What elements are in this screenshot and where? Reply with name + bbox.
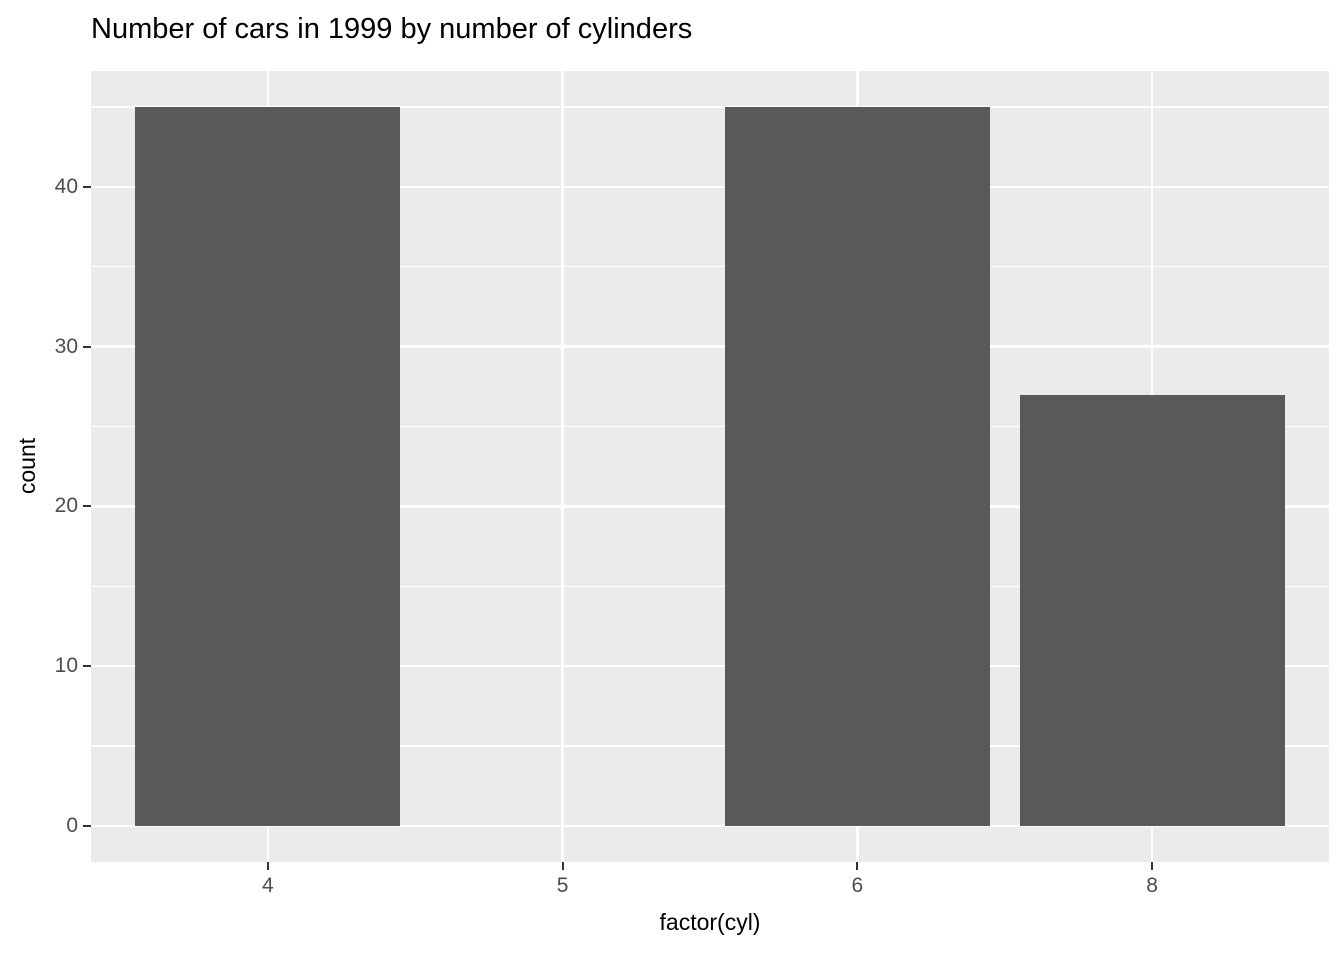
gridline-minor-horizontal <box>91 425 1329 428</box>
gridline-major-horizontal <box>91 345 1329 348</box>
bar-cyl-4 <box>135 106 401 827</box>
y-tick-label: 20 <box>54 494 78 518</box>
x-tick-mark <box>1151 862 1154 870</box>
gridline-minor-horizontal <box>91 266 1329 268</box>
plot-panel <box>91 71 1329 862</box>
gridline-major-vertical <box>561 71 564 862</box>
x-axis-title: factor(cyl) <box>659 909 761 935</box>
y-axis-title: count <box>14 437 40 495</box>
bar-cyl-6 <box>724 106 991 827</box>
gridline-major-horizontal <box>91 505 1329 508</box>
x-tick-mark <box>561 862 564 870</box>
y-tick-mark <box>83 505 91 508</box>
y-tick-mark <box>83 185 91 188</box>
y-tick-mark <box>83 825 91 828</box>
gridline-major-horizontal <box>91 664 1329 668</box>
x-tick-mark <box>266 862 269 870</box>
gridline-minor-horizontal <box>91 585 1329 587</box>
y-tick-label: 0 <box>66 814 78 838</box>
x-tick-label: 6 <box>851 874 864 897</box>
y-tick-label: 10 <box>54 654 78 678</box>
y-tick-label: 30 <box>54 334 78 358</box>
gridline-minor-horizontal <box>91 745 1329 747</box>
y-tick-mark <box>83 345 91 348</box>
x-tick-mark <box>856 862 859 870</box>
x-tick-label: 4 <box>262 874 274 897</box>
chart-title: Number of cars in 1999 by number of cyli… <box>91 13 693 45</box>
gridline-major-horizontal <box>91 185 1329 189</box>
y-tick-mark <box>83 665 91 668</box>
gridline-major-horizontal <box>91 824 1329 828</box>
x-tick-label: 8 <box>1146 874 1158 897</box>
y-tick-label: 40 <box>54 174 78 198</box>
gridline-minor-horizontal <box>91 106 1329 108</box>
x-tick-label: 5 <box>556 874 569 897</box>
bar-cyl-8 <box>1019 394 1285 827</box>
